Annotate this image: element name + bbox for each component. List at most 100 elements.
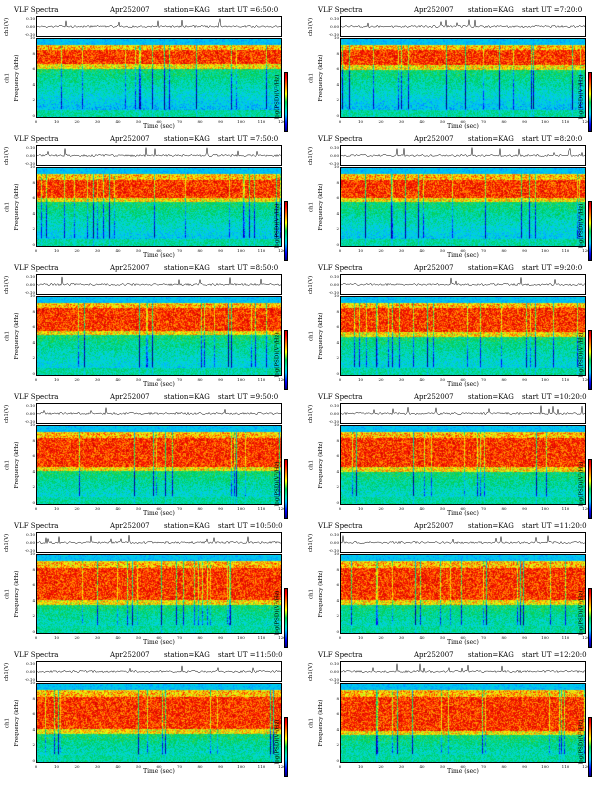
timeseries-tick-label: 0.10 [330, 661, 339, 666]
title-start-time: start UT =11:20:0 [522, 522, 587, 530]
frequency-tick-label: 2 [336, 226, 339, 232]
frequency-tick-label: 4 [32, 726, 35, 732]
time-tick-label: 50 [135, 635, 142, 640]
timeseries-svg [341, 663, 585, 674]
time-tick-label: 110 [257, 635, 266, 640]
timeseries-svg [341, 147, 585, 158]
time-tick-label: 30 [398, 506, 405, 511]
colorbar [588, 201, 592, 261]
time-tick-label: 40 [419, 248, 425, 253]
frequency-tick-label: 4 [32, 468, 35, 474]
time-tick-label: 0 [338, 377, 342, 382]
title-text: VLF Spectra [14, 393, 59, 401]
frequency-tick-label: 2 [32, 226, 35, 232]
spectrogram-plot [340, 167, 586, 247]
timeseries-svg [37, 147, 281, 158]
timeseries-y-label-line: ch1(V) [3, 405, 10, 423]
frequency-tick-label: 0 [32, 758, 35, 763]
frequency-y-label-line: Frequency (kHz) [317, 184, 324, 231]
timeseries-y-label-line: ch1(V) [307, 534, 314, 552]
time-tick-label: 70 [176, 764, 183, 769]
spectrogram-plot [36, 683, 282, 763]
timeseries-tick-label: 0.10 [26, 532, 35, 537]
frequency-tick-label: 8 [336, 308, 339, 314]
frequency-tick-label: 8 [32, 437, 35, 443]
frequency-y-label-line: ch1 [5, 202, 11, 212]
time-axis-label: Time (sec) [447, 123, 479, 130]
time-tick-label: 70 [480, 377, 487, 382]
time-axis-label: Time (sec) [447, 381, 479, 388]
title-station: station=KAG [468, 393, 514, 401]
time-tick-label: 70 [480, 506, 487, 511]
title-start-time: start UT =7:50:0 [218, 135, 279, 143]
timeseries-tick-label: -0.10 [24, 419, 35, 424]
timeseries-y-label-line: ch1(V) [3, 147, 10, 165]
frequency-ticks: 0 2 4 6 8 10 [26, 165, 35, 247]
frequency-tick-label: 10 [333, 293, 339, 298]
time-ticks: 0 10 20 30 40 50 60 70 80 90 100 110 120 [339, 506, 590, 511]
timeseries-plot [340, 661, 586, 682]
time-tick-label: 100 [541, 764, 549, 769]
frequency-tick-label: 2 [32, 355, 35, 361]
time-ticks: 0 10 20 30 40 50 60 70 80 90 100 110 120 [339, 119, 590, 124]
time-tick-label: 20 [74, 764, 80, 769]
time-tick-label: 40 [115, 635, 121, 640]
frequency-ticks: 0 2 4 6 8 10 [330, 423, 339, 505]
time-tick-label: 120 [278, 119, 286, 124]
time-ticks: 0 10 20 30 40 50 60 70 80 90 100 110 120 [338, 635, 590, 640]
time-ticks: 0 10 20 30 40 50 60 70 80 90 100 110 120 [35, 119, 286, 124]
time-tick-label: 30 [94, 506, 101, 511]
title-station: station=KAG [468, 264, 514, 272]
time-tick-label: 100 [237, 506, 245, 511]
time-tick-label: 90 [521, 506, 528, 511]
time-tick-label: 30 [94, 377, 101, 382]
title-text: VLF Spectra [14, 651, 59, 659]
frequency-y-label: ch1 Frequency (kHz) [309, 55, 325, 102]
time-axis-label: Time (sec) [143, 381, 175, 388]
frequency-y-label-line: Frequency (kHz) [13, 571, 20, 618]
timeseries-svg [37, 665, 281, 674]
timeseries-tick-label: 0.00 [330, 24, 339, 29]
title-station: station=KAG [164, 264, 210, 272]
frequency-y-label-line: ch1 [309, 589, 315, 599]
time-tick-label: 80 [197, 635, 203, 640]
timeseries-tick-label: 0.10 [330, 274, 339, 279]
time-tick-label: 10 [357, 377, 364, 382]
time-tick-label: 110 [257, 377, 266, 382]
spectrogram-canvas [37, 684, 281, 762]
time-tick-label: 60 [460, 119, 466, 124]
colorbar-label-line: log(PSD)(V²/Hz) [274, 591, 281, 636]
time-axis-label: Time (sec) [143, 123, 175, 130]
time-ticks: 0 10 20 30 40 50 60 70 80 90 100 110 120 [35, 248, 286, 253]
time-tick-label: 50 [439, 635, 446, 640]
panel-title: VLF Spectra Apr252007 station=KAG start UT … [318, 135, 590, 144]
timeseries-tick-label: 0.00 [26, 669, 35, 674]
timeseries-y-ticks: 0.10 0.00 -0.10 [317, 532, 339, 554]
panel-title: VLF Spectra Apr252007 station=KAG start UT … [14, 651, 286, 660]
spectrogram-plot [36, 38, 282, 118]
timeseries-tick-label: 0.10 [330, 532, 339, 537]
timeseries-y-ticks: 0.10 0.00 -0.10 [317, 661, 339, 683]
time-tick-label: 70 [176, 248, 183, 253]
frequency-tick-label: 10 [333, 164, 339, 169]
time-axis-label: Time (sec) [447, 252, 479, 259]
title-date: Apr252007 [414, 522, 454, 530]
title-station: station=KAG [164, 651, 210, 659]
time-tick-label: 50 [135, 764, 142, 769]
frequency-y-label-line: ch1 [309, 202, 315, 212]
time-tick-label: 0 [338, 635, 342, 640]
timeseries-y-ticks: 0.10 0.00 -0.10 [317, 16, 339, 38]
timeseries-svg [37, 18, 281, 29]
frequency-tick-label: 4 [336, 339, 339, 345]
time-tick-label: 100 [541, 119, 549, 124]
panel-title: VLF Spectra Apr252007 station=KAG start UT … [318, 651, 590, 660]
timeseries-y-label: ch1(V) [3, 147, 10, 165]
spectrogram-canvas [341, 168, 585, 246]
timeseries-y-ticks: 0.10 0.00 -0.10 [13, 274, 35, 296]
frequency-tick-label: 4 [336, 597, 339, 603]
frequency-tick-label: 2 [32, 613, 35, 619]
frequency-tick-label: 6 [336, 195, 339, 201]
time-tick-label: 20 [378, 764, 384, 769]
colorbar-label: log(PSD)(V²/Hz) [578, 75, 585, 120]
time-tick-label: 80 [501, 506, 507, 511]
